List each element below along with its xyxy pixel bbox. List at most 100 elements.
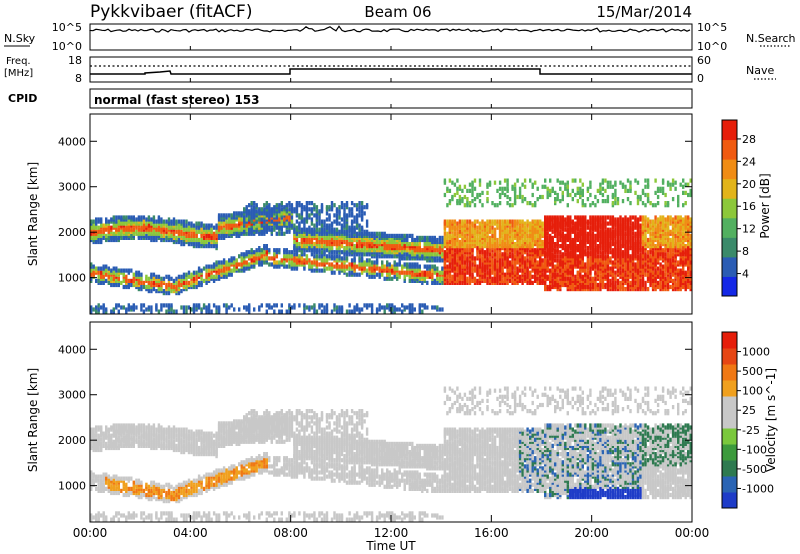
power-cell (513, 182, 517, 187)
power-cell (192, 225, 196, 230)
power-cell (488, 239, 492, 245)
power-cell (401, 303, 404, 308)
power-cell (416, 268, 419, 273)
power-cell (518, 248, 522, 253)
power-cell (90, 268, 93, 273)
power-cell (350, 211, 354, 216)
power-cell (345, 264, 349, 269)
power-cell (190, 272, 193, 277)
power-cell (616, 197, 620, 202)
power-cell (90, 225, 93, 230)
power-cell (187, 233, 191, 238)
power-cell (308, 262, 311, 267)
power-cell (589, 180, 592, 185)
power-cell (182, 280, 186, 285)
power-cell (408, 278, 411, 283)
power-cell (383, 305, 386, 310)
power-cell (546, 266, 549, 271)
power-cell (436, 252, 439, 257)
power-cell (245, 217, 248, 222)
power-cell (112, 282, 115, 288)
power-cell (614, 242, 617, 247)
power-cell (280, 207, 283, 212)
power-cell (358, 248, 361, 253)
power-cell (526, 258, 529, 263)
power-cell (225, 260, 228, 265)
power-cell (624, 287, 627, 292)
power-cell (624, 264, 627, 269)
power-cell (468, 182, 472, 187)
power-cell (541, 227, 544, 232)
power-cell (551, 229, 554, 234)
power-cell (539, 225, 542, 230)
power-cell (581, 182, 584, 187)
power-cell (408, 309, 411, 314)
power-cell (348, 233, 351, 238)
power-cell (426, 280, 429, 285)
power-cell (358, 223, 361, 228)
power-cell (391, 242, 394, 247)
power-cell (117, 227, 120, 232)
power-cell (468, 242, 472, 247)
power-cell (170, 276, 173, 281)
power-cell (120, 215, 123, 220)
power-cell (486, 182, 489, 187)
power-cell (365, 272, 369, 277)
power-cell (318, 303, 321, 308)
cpid-row: normal (fast stereo) 153 CPID (8, 88, 693, 109)
power-cell (335, 217, 339, 222)
power-cell (508, 242, 512, 247)
power-cell (609, 184, 612, 189)
power-cell (187, 274, 191, 279)
power-cell (503, 248, 507, 253)
power-cell (513, 219, 517, 224)
power-cell (315, 219, 319, 224)
power-cell (529, 221, 532, 226)
power-cell (137, 231, 141, 236)
power-cell (175, 280, 178, 285)
power-cell (283, 219, 286, 224)
power-cell (92, 264, 95, 269)
power-cell (323, 309, 326, 314)
power-cell (554, 242, 557, 247)
power-cell (135, 217, 138, 222)
power-cell (391, 276, 394, 281)
power-cell (456, 242, 459, 247)
power-cell (438, 270, 442, 275)
power-cell (165, 235, 168, 240)
power-cell (92, 219, 95, 224)
power-cell (463, 254, 467, 259)
power-cell (596, 223, 600, 228)
power-cell (564, 246, 567, 251)
power-cell (343, 264, 346, 269)
power-cell (348, 242, 351, 247)
power-cell (150, 280, 153, 285)
power-cell (285, 229, 288, 234)
power-cell (466, 256, 469, 261)
power-cell (536, 219, 539, 224)
power-cell (258, 225, 261, 230)
power-cell (594, 219, 597, 224)
power-cell (579, 268, 582, 273)
power-cell (501, 186, 504, 191)
power-cell (621, 284, 625, 290)
power-cell (325, 211, 329, 216)
power-cell (391, 264, 394, 269)
power-cell (634, 284, 637, 290)
power-cell (596, 254, 600, 259)
power-cell (453, 192, 457, 198)
power-cell (556, 248, 559, 253)
power-cell (523, 248, 527, 253)
power-cell (391, 303, 394, 308)
power-cell (523, 225, 527, 230)
power-cell (192, 276, 196, 281)
power-cell (333, 242, 336, 247)
power-cell (375, 258, 379, 263)
power-cell (569, 250, 572, 255)
power-cell (105, 278, 108, 283)
power-cell (240, 256, 243, 261)
power-cell (305, 205, 309, 210)
power-cell (576, 219, 579, 224)
nsky-label: N.Sky (4, 32, 36, 45)
power-cell (478, 264, 482, 269)
